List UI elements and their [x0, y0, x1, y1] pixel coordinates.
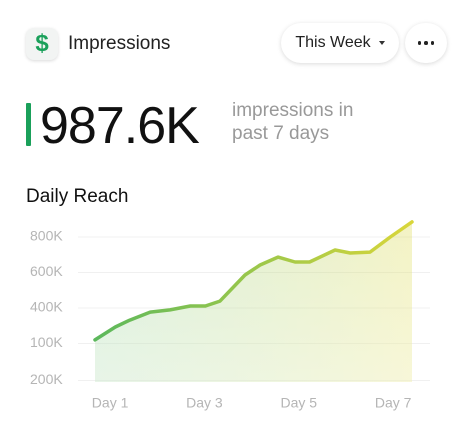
x-tick-label: Day 7	[375, 395, 412, 411]
card-title: Impressions	[68, 33, 171, 54]
line	[93, 220, 414, 342]
accent-bar	[26, 103, 31, 146]
y-tick-label: 100K	[30, 334, 63, 350]
metric-label: impressions in past 7 days	[232, 100, 354, 144]
more-button[interactable]	[405, 23, 447, 63]
area-fade	[95, 221, 412, 382]
app-icon: $	[26, 28, 58, 60]
period-dropdown[interactable]: This Week	[281, 23, 399, 63]
x-tick-label: Day 1	[92, 395, 129, 411]
x-tick-label: Day 5	[280, 395, 317, 411]
chart-title: Daily Reach	[26, 186, 129, 207]
y-tick-label: 600K	[30, 263, 63, 279]
chart: 800K 600K 400K 100K 200K Day 1 Day 3 Day 5 Day 7	[30, 220, 430, 411]
y-tick-label: 200K	[30, 371, 63, 387]
y-tick-label: 400K	[30, 299, 63, 315]
y-tick-label: 800K	[30, 228, 63, 244]
x-tick-label: Day 3	[186, 395, 223, 411]
caret	[378, 41, 385, 45]
period-label: This Week	[295, 34, 371, 51]
dot	[424, 41, 428, 45]
dot	[430, 41, 435, 45]
metric-value: 987.6K	[40, 97, 200, 155]
dot	[417, 41, 422, 45]
